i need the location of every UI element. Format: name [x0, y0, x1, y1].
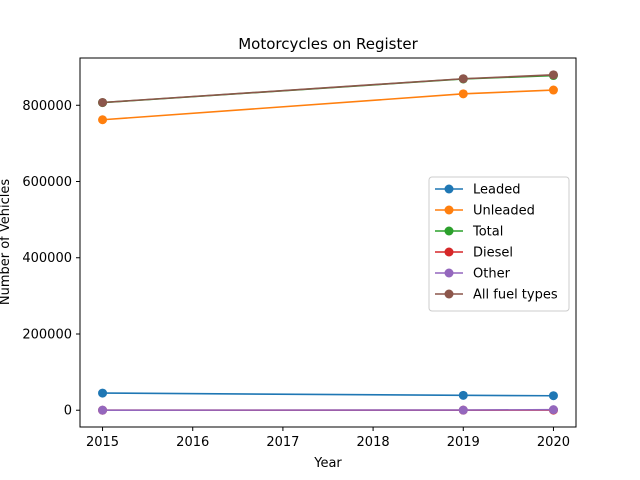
data-point — [458, 405, 468, 415]
legend-swatch-marker — [444, 247, 454, 257]
series-all-fuel-types — [98, 70, 558, 107]
legend-item: Other — [435, 267, 511, 282]
axes-frame — [79, 57, 577, 428]
x-tick-label: 2017 — [266, 435, 299, 450]
x-tick-label: 2020 — [537, 435, 570, 450]
legend-item: Unleaded — [435, 204, 535, 219]
series-line — [102, 89, 554, 121]
legend-label: Other — [473, 267, 511, 282]
series-line — [102, 392, 554, 397]
legend-swatch-marker — [444, 184, 454, 194]
data-point — [548, 405, 558, 415]
data-point — [458, 89, 468, 99]
series-leaded — [98, 388, 558, 401]
x-tick-label: 2015 — [86, 435, 119, 450]
x-tick-label: 2019 — [447, 435, 480, 450]
legend-label: Diesel — [473, 246, 513, 261]
series-line — [102, 74, 554, 104]
legend-item: All fuel types — [435, 288, 558, 303]
data-point — [548, 391, 558, 401]
legend-swatch-marker — [444, 205, 454, 215]
data-point — [548, 85, 558, 95]
legend-item: Total — [435, 225, 503, 240]
legend-swatch-marker — [444, 226, 454, 236]
x-tick-label: 2018 — [357, 435, 390, 450]
chart-title: Motorcycles on Register — [238, 35, 418, 53]
data-point — [458, 74, 468, 84]
legend-label: Unleaded — [473, 204, 535, 219]
data-point — [98, 115, 108, 125]
data-point — [98, 97, 108, 107]
y-tick-label: 800000 — [22, 99, 72, 114]
legend-label: Leaded — [473, 183, 520, 198]
legend-box — [428, 176, 570, 312]
data-point — [548, 70, 558, 80]
legend: Leaded Unleaded Total Diesel Other All fuel t… — [428, 176, 570, 312]
y-axis-label: Number of Vehicles — [0, 179, 13, 306]
legend-item: Leaded — [435, 183, 520, 198]
legend-item: Diesel — [435, 246, 513, 261]
legend-swatch-marker — [444, 268, 454, 278]
legend-label: Total — [472, 225, 503, 240]
series-total — [98, 71, 558, 108]
series-other — [98, 405, 558, 415]
x-axis: 2015 2016 2017 2018 2019 2020 — [86, 427, 570, 450]
x-axis-label: Year — [313, 456, 342, 471]
y-tick-label: 600000 — [22, 175, 72, 190]
series-unleaded — [98, 85, 558, 125]
plot-area — [98, 70, 558, 415]
data-point — [98, 388, 108, 398]
data-point — [458, 390, 468, 400]
y-axis: 0 200000 400000 600000 800000 — [22, 99, 80, 419]
y-tick-label: 400000 — [22, 251, 72, 266]
y-tick-label: 200000 — [22, 327, 72, 342]
legend-label: All fuel types — [473, 288, 558, 303]
y-tick-label: 0 — [64, 404, 72, 419]
data-point — [98, 405, 108, 415]
legend-swatch-marker — [444, 289, 454, 299]
x-tick-label: 2016 — [176, 435, 209, 450]
